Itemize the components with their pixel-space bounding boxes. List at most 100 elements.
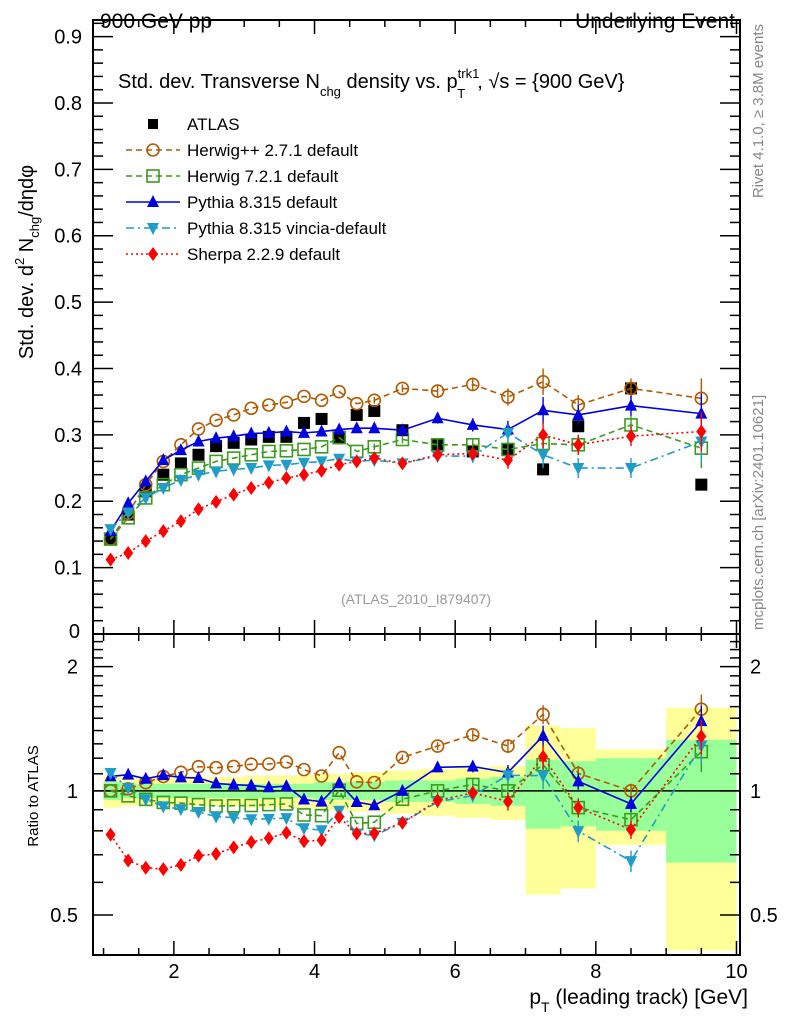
ratio-y-tick-label: 0.5 xyxy=(50,905,78,927)
marker-diamond xyxy=(625,429,636,444)
ratio-y-axis-label: Ratio to ATLAS xyxy=(25,745,42,846)
marker-triangle-up xyxy=(396,783,409,796)
marker-open-circle xyxy=(146,143,160,157)
x-tick-label: 10 xyxy=(725,961,747,983)
marker-open-circle xyxy=(262,398,276,412)
marker-square xyxy=(537,463,550,476)
marker-triangle-up xyxy=(537,728,550,741)
title-sub1: chg xyxy=(320,84,341,99)
legend-label: Herwig 7.2.1 default xyxy=(187,167,338,186)
marker-triangle-up xyxy=(227,777,240,790)
marker-diamond xyxy=(573,800,584,815)
marker-open-circle xyxy=(297,762,311,777)
series-sherpa-2-2-9-default xyxy=(105,411,707,877)
marker-triangle-down xyxy=(227,464,240,477)
marker-diamond xyxy=(502,453,513,468)
marker-triangle-up xyxy=(139,474,152,487)
marker-diamond xyxy=(246,480,257,495)
marker-triangle-down xyxy=(501,770,514,783)
marker-open-circle xyxy=(244,401,259,416)
marker-triangle-up xyxy=(210,776,223,789)
marker-open-circle xyxy=(367,393,382,408)
title-sup2: trk1 xyxy=(458,66,480,81)
marker-triangle-down xyxy=(501,427,514,440)
marker-open-circle xyxy=(536,707,550,722)
marker-open-square xyxy=(297,442,311,457)
marker-triangle-up xyxy=(431,411,444,424)
legend-item: Herwig++ 2.7.1 default xyxy=(126,141,358,160)
marker-triangle-down xyxy=(192,469,205,482)
marker-triangle-down xyxy=(157,801,170,814)
marker-open-circle xyxy=(279,395,294,410)
marker-open-circle xyxy=(349,775,364,789)
marker-open-square xyxy=(103,784,118,798)
marker-diamond xyxy=(432,447,443,462)
marker-square xyxy=(572,420,585,433)
ratio-y-tick-label-right: 1 xyxy=(750,781,761,803)
ratio-line xyxy=(109,735,702,870)
marker-triangle-up xyxy=(624,398,637,411)
marker-triangle-up xyxy=(157,453,170,466)
marker-triangle-up xyxy=(333,776,346,789)
marker-triangle-down xyxy=(104,767,117,780)
marker-open-circle xyxy=(430,739,445,753)
marker-diamond xyxy=(123,853,134,868)
marker-open-circle xyxy=(536,374,550,389)
marker-triangle-down xyxy=(297,823,310,836)
marker-triangle-up xyxy=(122,767,135,780)
marker-open-circle xyxy=(297,389,311,404)
marker-triangle-up xyxy=(174,770,187,783)
marker-diamond xyxy=(263,475,274,490)
lower-frame xyxy=(92,633,741,956)
ratio-y-tick-label: 1 xyxy=(67,781,78,803)
ratio-y-tick-label: 2 xyxy=(67,657,78,679)
marker-diamond xyxy=(105,827,116,842)
marker-triangle-down xyxy=(245,463,258,476)
marker-triangle-up xyxy=(333,422,346,435)
marker-diamond xyxy=(538,749,549,764)
marker-open-circle xyxy=(332,745,346,760)
xlabel-post: (leading track) [GeV] xyxy=(550,986,748,1009)
ratio-y-tick-label-right: 0.5 xyxy=(750,905,778,927)
y-tick-label: 0.7 xyxy=(54,159,82,181)
y-tick-label: 0.9 xyxy=(54,27,82,49)
marker-triangle-up xyxy=(210,431,223,444)
marker-diamond xyxy=(140,860,151,875)
marker-diamond xyxy=(175,514,186,529)
mcplots-label: mcplots.cern.ch [arXiv:2401.10621] xyxy=(750,395,767,630)
ylabel-post: /dηdφ xyxy=(16,165,38,217)
marker-triangle-up xyxy=(280,424,293,437)
marker-open-circle xyxy=(314,769,329,783)
marker-triangle-up xyxy=(368,421,381,434)
title-post: , √s = {900 GeV} xyxy=(477,71,625,93)
marker-triangle-up xyxy=(396,423,409,436)
marker-triangle-up xyxy=(227,429,240,442)
plot-title: Std. dev. Transverse Nchg density vs. pt… xyxy=(118,66,625,101)
marker-open-square xyxy=(226,798,241,813)
y-axis-label: Std. dev. d2 Nchg/dηdφ xyxy=(12,165,42,359)
title-mid: density vs. p xyxy=(341,71,458,93)
marker-diamond xyxy=(281,471,292,486)
y-tick-label: 0.2 xyxy=(54,491,82,513)
marker-open-circle xyxy=(349,396,364,411)
marker-diamond xyxy=(397,456,408,471)
marker-triangle-up xyxy=(192,434,205,447)
marker-open-square xyxy=(279,797,294,811)
marker-triangle-up xyxy=(262,780,275,793)
marker-triangle-down xyxy=(315,456,328,469)
marker-triangle-up xyxy=(139,771,152,784)
marker-triangle-up xyxy=(245,778,258,791)
marker-diamond xyxy=(123,546,134,561)
marker-square xyxy=(148,119,158,129)
marker-square xyxy=(297,416,310,429)
marker-triangle-down xyxy=(122,507,135,520)
marker-diamond xyxy=(334,457,345,472)
marker-triangle-up xyxy=(262,425,275,438)
marker-diamond xyxy=(467,785,478,800)
marker-diamond xyxy=(625,822,636,837)
marker-square xyxy=(192,448,205,461)
marker-triangle-down xyxy=(572,826,585,839)
marker-square xyxy=(368,404,381,417)
marker-triangle-up xyxy=(315,424,328,437)
